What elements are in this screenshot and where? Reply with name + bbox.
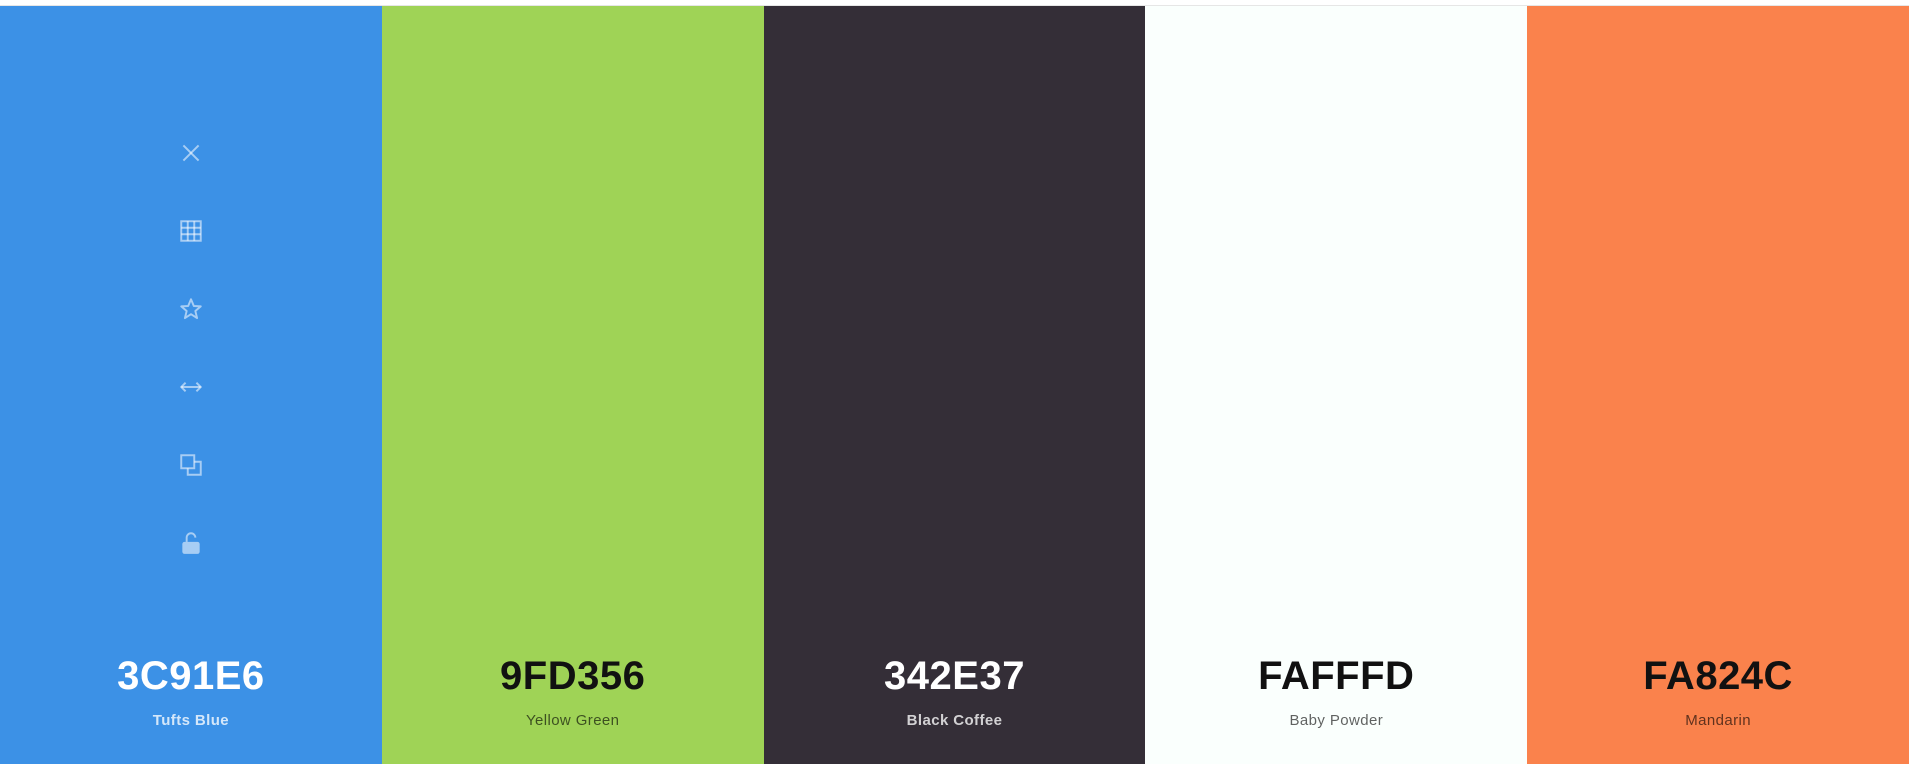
swatch-yellow-green[interactable]: 9FD356 Yellow Green [381,6,764,764]
drag-color-handle[interactable] [174,370,208,404]
close-icon [182,144,200,162]
star-icon [180,298,202,320]
view-shades-button[interactable] [174,214,208,248]
drag-horizontal-icon [179,381,203,393]
color-name-label[interactable]: Yellow Green [525,712,620,729]
color-hex-label[interactable]: FA824C [1643,654,1793,698]
swatch-mandarin[interactable]: FA824C Mandarin [1527,6,1909,764]
color-name-label[interactable]: Black Coffee [906,712,1003,729]
palette: 3C91E6 Tufts Blue 9FD356 Yellow Green 34… [0,5,1909,764]
color-hex-label[interactable]: 3C91E6 [117,654,265,698]
swatch-black-coffee[interactable]: 342E37 Black Coffee [763,6,1146,764]
unlock-icon [182,532,200,554]
color-hex-label[interactable]: FAFFFD [1258,654,1415,698]
swatch-toolbar [0,136,382,604]
swatch-tufts-blue[interactable]: 3C91E6 Tufts Blue [0,6,382,764]
color-name-label[interactable]: Mandarin [1685,712,1751,729]
grid-icon [180,220,202,242]
copy-hex-button[interactable] [174,448,208,482]
color-hex-label[interactable]: 9FD356 [500,654,646,698]
lock-color-button[interactable] [174,526,208,560]
swatch-baby-powder[interactable]: FAFFFD Baby Powder [1145,6,1528,764]
color-name-label[interactable]: Baby Powder [1289,712,1384,729]
save-color-button[interactable] [174,292,208,326]
copy-icon [180,454,202,476]
color-name-label[interactable]: Tufts Blue [152,712,229,729]
color-hex-label[interactable]: 342E37 [884,654,1025,698]
remove-color-button[interactable] [174,136,208,170]
